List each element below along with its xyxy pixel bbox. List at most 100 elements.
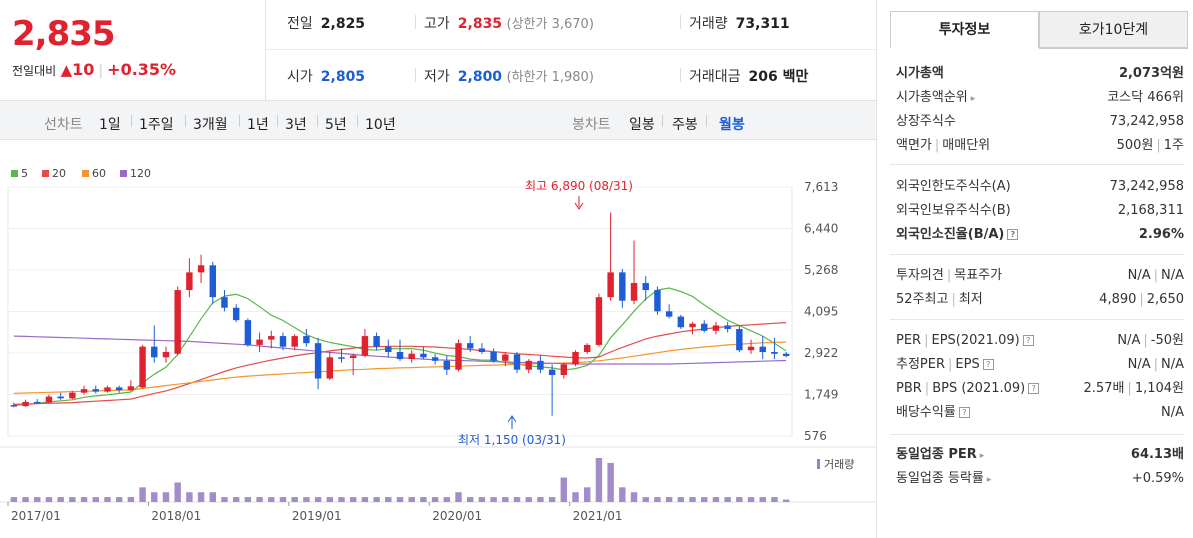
change-value: 10 bbox=[72, 60, 95, 79]
quote-box: 2,835 전일대비 ▲10 | +0.35% bbox=[0, 0, 266, 100]
period-1d[interactable]: 1일 bbox=[99, 117, 121, 133]
week52-low-value: 2,650 bbox=[1146, 292, 1184, 307]
volume-bar bbox=[584, 487, 591, 502]
candle-body bbox=[221, 297, 228, 308]
row-sector-change[interactable]: 동일업종 등락률 ▸ +0.59% bbox=[896, 469, 1184, 489]
low-price: 저가 2,800 (하한가 1,980) bbox=[424, 66, 594, 86]
row-est-per: 추정PER | EPS? N/A | N/A bbox=[896, 357, 1184, 372]
legend-ma20-swatch bbox=[42, 170, 49, 177]
volume-bar bbox=[619, 487, 626, 502]
pbr-value: 2.57배 bbox=[1083, 381, 1125, 396]
period-bar: 선차트 1일 1주일 3개월 1년 3년 5년 10년 봉차트 일봉 주봉 월봉 bbox=[0, 100, 876, 140]
period-5y[interactable]: 5년 bbox=[325, 117, 347, 133]
volume-label: 거래량 bbox=[689, 16, 728, 32]
volume-bar bbox=[338, 497, 345, 502]
dividend-value: N/A bbox=[1161, 405, 1184, 420]
help-icon[interactable]: ? bbox=[1022, 335, 1034, 346]
candle-weekly[interactable]: 주봉 bbox=[672, 117, 698, 133]
row-cap-rank[interactable]: 시가총액순위 ▸ 코스닥 466위 bbox=[896, 88, 1184, 108]
candle-body bbox=[630, 282, 638, 301]
candle-body bbox=[443, 360, 451, 370]
candle-body bbox=[174, 290, 181, 354]
row-52week: 52주최고 | 최저 4,890 | 2,650 bbox=[896, 292, 1184, 307]
volume-legend-swatch bbox=[817, 459, 820, 469]
legend-ma60-swatch bbox=[82, 170, 89, 177]
y-tick-label: 7,613 bbox=[804, 180, 838, 194]
caret-right-icon: ▸ bbox=[970, 94, 976, 104]
legend-ma120: 120 bbox=[120, 167, 151, 180]
volume-legend-label: 거래량 bbox=[824, 458, 854, 471]
legend-ma60-label: 60 bbox=[92, 167, 106, 180]
volume-bar bbox=[34, 497, 41, 502]
volume-bar bbox=[490, 497, 497, 502]
volume-bar bbox=[385, 497, 392, 502]
volume-bar bbox=[560, 477, 568, 502]
current-price: 2,835 bbox=[12, 14, 116, 54]
pbr-label: PBR bbox=[896, 381, 922, 396]
period-3m[interactable]: 3개월 bbox=[193, 117, 228, 133]
help-icon[interactable]: ? bbox=[1007, 229, 1019, 240]
volume-bar bbox=[665, 497, 673, 502]
tab-orderbook[interactable]: 호가10단계 bbox=[1039, 11, 1188, 48]
period-1w[interactable]: 1주일 bbox=[139, 117, 174, 133]
price-chart[interactable]: 최고 6,890 (08/31) 최저 1,150 (03/31) 7,613 6… bbox=[0, 176, 876, 538]
legend-ma20: 20 bbox=[42, 167, 66, 180]
candle-body bbox=[548, 369, 556, 375]
y-tick-label: 576 bbox=[804, 429, 827, 443]
candle-body bbox=[57, 396, 64, 399]
volume-bar bbox=[221, 497, 228, 502]
legend-ma60: 60 bbox=[82, 167, 106, 180]
candle-body bbox=[244, 320, 252, 345]
period-1y[interactable]: 1년 bbox=[247, 117, 269, 133]
cap-rank-label: 시가총액순위 bbox=[896, 90, 968, 105]
row-sector-per[interactable]: 동일업종 PER ▸ 64.13배 bbox=[896, 445, 1184, 465]
per-label: PER bbox=[896, 333, 922, 348]
x-tick-label: 2018/01 bbox=[151, 509, 201, 523]
candle-body bbox=[10, 405, 18, 407]
open-label: 시가 bbox=[287, 69, 313, 85]
volume-bar bbox=[314, 497, 322, 502]
legend-ma20-label: 20 bbox=[52, 167, 66, 180]
amount-value: 206 백만 bbox=[748, 69, 809, 85]
period-10y[interactable]: 10년 bbox=[365, 117, 396, 133]
candle-body bbox=[104, 387, 111, 392]
x-tick-label: 2017/01 bbox=[11, 509, 61, 523]
volume-bar bbox=[291, 497, 298, 502]
volume-bar bbox=[92, 497, 99, 502]
candle-body bbox=[69, 392, 76, 399]
candle-body bbox=[186, 272, 193, 291]
row-pbr-bps: PBR | BPS (2021.09)? 2.57배 | 1,104원 bbox=[896, 381, 1184, 396]
volume-bar bbox=[396, 497, 404, 502]
candle-body bbox=[572, 351, 579, 365]
opinion-value: N/A bbox=[1127, 268, 1151, 283]
low-annotation: 최저 1,150 (03/31) bbox=[458, 433, 566, 447]
candle-monthly[interactable]: 월봉 bbox=[719, 117, 745, 133]
tab-invest-info[interactable]: 투자정보 bbox=[890, 11, 1039, 48]
candle-daily[interactable]: 일봉 bbox=[629, 117, 655, 133]
help-icon[interactable]: ? bbox=[982, 359, 994, 370]
volume-bar bbox=[80, 497, 88, 502]
eps-value: -50원 bbox=[1150, 333, 1184, 348]
help-icon[interactable]: ? bbox=[1028, 383, 1040, 394]
row-market-cap: 시가총액 2,073억원 bbox=[896, 64, 1184, 84]
sector-per-value: 64.13배 bbox=[1130, 447, 1184, 462]
change-line: 전일대비 ▲10 | +0.35% bbox=[12, 60, 177, 79]
period-3y[interactable]: 3년 bbox=[285, 117, 307, 133]
candle-body bbox=[771, 351, 778, 354]
help-icon[interactable]: ? bbox=[958, 407, 970, 418]
row-foreign-hold: 외국인보유주식수(B) 2,168,311 bbox=[896, 201, 1184, 221]
foreign-ratio-value: 2.96% bbox=[1138, 227, 1184, 242]
volume-bar bbox=[197, 492, 205, 502]
sector-per-label: 동일업종 PER bbox=[896, 447, 977, 462]
candle-body bbox=[736, 328, 743, 351]
volume-bar bbox=[736, 497, 743, 502]
volume-bar bbox=[268, 497, 275, 502]
face-label: 액면가 bbox=[896, 138, 932, 153]
high-value: 2,835 bbox=[457, 16, 503, 32]
volume-bar bbox=[69, 497, 76, 502]
row-per-eps: PER | EPS(2021.09)? N/A | -50원 bbox=[896, 333, 1184, 348]
caret-right-icon: ▸ bbox=[979, 451, 985, 461]
legend-ma5: 5 bbox=[11, 167, 28, 180]
volume-bar bbox=[186, 492, 193, 502]
lower-limit: (하한가 1,980) bbox=[506, 70, 594, 85]
